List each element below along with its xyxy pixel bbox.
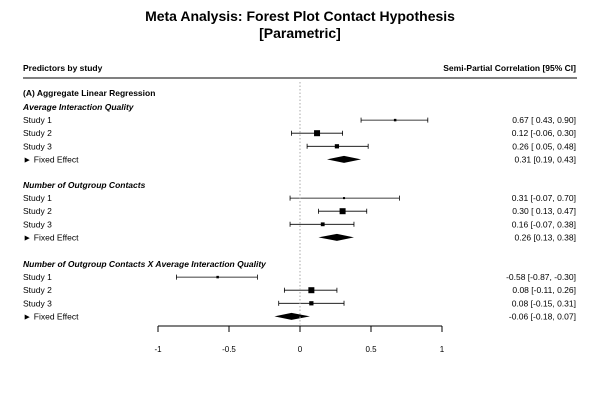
group-title: Average Interaction Quality	[22, 102, 135, 112]
study-estimate-text: 0.16 [-0.07, 0.38]	[512, 219, 576, 229]
study-estimate-text: 0.30 [ 0.13, 0.47]	[512, 206, 576, 216]
point-estimate	[308, 287, 315, 294]
section-title: (A) Aggregate Linear Regression	[23, 88, 155, 98]
x-tick-label: 0	[298, 345, 303, 354]
point-estimate	[309, 301, 314, 306]
fixed-effect-text: -0.06 [-0.18, 0.07]	[509, 311, 576, 321]
study-estimate-text: 0.08 [-0.15, 0.31]	[512, 298, 576, 308]
study-estimate-text: 0.67 [ 0.43, 0.90]	[512, 115, 576, 125]
fixed-effect-label: ► Fixed Effect	[23, 232, 79, 242]
study-estimate-text: 0.12 [-0.06, 0.30]	[512, 128, 576, 138]
study-estimate-text: 0.26 [ 0.05, 0.48]	[512, 141, 576, 151]
study-label: Study 2	[23, 128, 52, 138]
study-label: Study 3	[23, 141, 52, 151]
right-column-header: Semi-Partial Correlation [95% CI]	[443, 63, 576, 73]
fixed-effect-diamond	[274, 312, 310, 320]
point-estimate	[339, 208, 346, 215]
chart-title-line-2: [Parametric]	[259, 25, 341, 41]
study-estimate-text: 0.31 [-0.07, 0.70]	[512, 193, 576, 203]
fixed-effect-diamond	[318, 233, 354, 241]
study-label: Study 3	[23, 298, 52, 308]
study-estimate-text: 0.08 [-0.11, 0.26]	[512, 285, 576, 295]
study-label: Study 1	[23, 115, 52, 125]
x-tick-label: -0.5	[222, 345, 236, 354]
study-label: Study 1	[23, 272, 52, 282]
group-title: Number of Outgroup Contacts	[23, 180, 146, 190]
study-label: Study 3	[23, 219, 52, 229]
point-estimate	[334, 144, 340, 149]
x-tick-label: 0.5	[365, 345, 377, 354]
study-estimate-text: -0.58 [-0.87, -0.30]	[506, 272, 576, 282]
x-tick-label: 1	[440, 345, 445, 354]
plot-layer: Average Interaction Quality Study 1 0.67 […	[22, 82, 576, 354]
point-estimate	[393, 118, 397, 122]
fixed-effect-label: ► Fixed Effect	[23, 154, 79, 164]
x-tick-label: -1	[154, 345, 162, 354]
fixed-effect-diamond	[326, 155, 362, 163]
study-label: Study 2	[23, 285, 52, 295]
point-estimate	[320, 222, 325, 227]
fixed-effect-text: 0.31 [0.19, 0.43]	[515, 154, 576, 164]
fixed-effect-label: ► Fixed Effect	[23, 311, 79, 321]
left-column-header: Predictors by study	[23, 63, 103, 73]
study-label: Study 1	[23, 193, 52, 203]
point-estimate	[314, 130, 321, 137]
group-title: Number of Outgroup Contacts X Average In…	[23, 259, 267, 269]
chart-title-line-1: Meta Analysis: Forest Plot Contact Hypot…	[145, 8, 455, 24]
fixed-effect-text: 0.26 [0.13, 0.38]	[515, 232, 576, 242]
point-estimate	[216, 275, 219, 279]
study-label: Study 2	[23, 206, 52, 216]
point-estimate	[343, 197, 346, 200]
